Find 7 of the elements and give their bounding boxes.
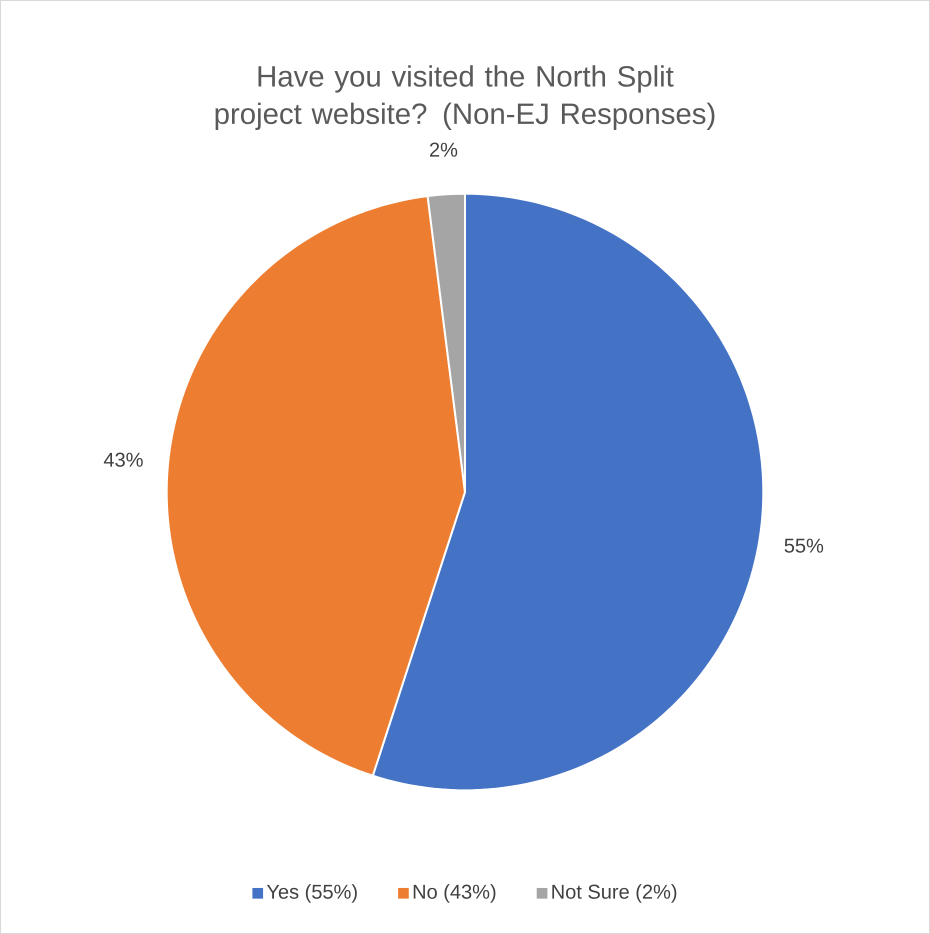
chart-title: Have you visited the North Split project website? (Non-EJ Responses): [216, 65, 714, 130]
data-label: 55%: [784, 538, 824, 553]
legend-label: Not Sure (2%): [552, 884, 676, 903]
legend-label: No (43%): [414, 884, 496, 903]
legend-label: Yes (55%): [266, 884, 357, 903]
data-label: 2%: [430, 142, 458, 157]
data-label: 43%: [104, 452, 143, 467]
